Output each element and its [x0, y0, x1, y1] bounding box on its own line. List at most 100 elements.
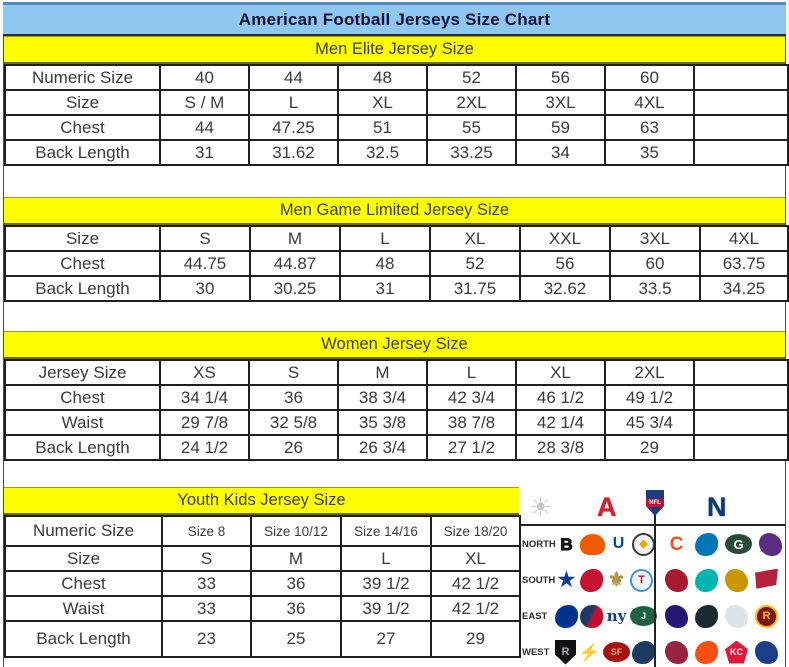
cell: 60 [604, 64, 695, 91]
star-icon: ★ [557, 569, 576, 591]
cell: 36 [250, 595, 342, 622]
afc-north-logos: B U ◆ [555, 532, 655, 556]
falcons-logo-icon [665, 568, 688, 592]
cell: 63.75 [699, 250, 789, 277]
cell: 32.62 [519, 275, 611, 302]
cell: 42 3/4 [426, 384, 517, 411]
cell: 34 1/4 [159, 384, 250, 411]
section-gap [4, 461, 785, 487]
nfl-shield-icon: NFL [646, 490, 664, 516]
table-row: Jersey Size XS S M L XL 2XL [4, 359, 789, 386]
page-title: American Football Jerseys Size Chart [238, 9, 551, 29]
chiefs-kc-letters: KC [730, 646, 743, 657]
afc-south-logos: ★ ⚜ T [555, 568, 655, 592]
dolphins-logo-icon [695, 568, 718, 592]
saints-logo-icon: ⚜ [605, 569, 628, 592]
cell: 31 [159, 139, 250, 166]
cell: XL [429, 225, 521, 252]
section-header-label: Women Jersey Size [321, 335, 468, 353]
division-row-south: SOUTH ★ ⚜ T [519, 562, 785, 598]
broncos-logo-icon [695, 640, 718, 664]
ravens-logo-icon [665, 604, 688, 628]
cell: 29 7/8 [159, 409, 250, 436]
section-header-men-elite: Men Elite Jersey Size [4, 36, 785, 64]
nfl-divisions-panel: ☀ A NFL N NORTH B U ◆ C [519, 487, 785, 667]
cell: 29 [604, 434, 695, 461]
table-row: Numeric Size Size 8 Size 10/12 Size 14/1… [4, 515, 521, 547]
row-label: Chest [4, 250, 161, 277]
colts-logo-icon: U [607, 533, 630, 556]
cell: XL [337, 89, 428, 116]
cell: 35 [604, 139, 695, 166]
table-row: Back Length 24 1/2 26 26 3/4 27 1/2 28 3… [4, 434, 789, 461]
cell: 60 [609, 250, 701, 277]
cell: Size 8 [161, 515, 252, 547]
cell: 44.75 [159, 250, 251, 277]
section-header-label: Youth Kids Jersey Size [177, 491, 346, 509]
cowboys-star-logo-icon: ★ [555, 569, 578, 592]
table-row: Numeric Size 40 44 48 52 56 60 [4, 64, 789, 91]
cell: 52 [426, 64, 517, 91]
cell: S [159, 225, 251, 252]
table-row: Chest 33 36 39 1/2 42 1/2 [4, 570, 521, 597]
section-header-women: Women Jersey Size [4, 331, 785, 359]
raiders-logo-letter: R [561, 645, 570, 658]
cell-empty [693, 64, 789, 91]
49ers-sf-letters: SF [610, 646, 623, 657]
cell: 63 [604, 114, 695, 141]
chiefs-logo-icon: KC [725, 640, 748, 664]
cell: XL [515, 359, 606, 386]
vikings-logo-icon [759, 532, 782, 556]
bottom-row: Youth Kids Jersey Size Numeric Size Size… [4, 487, 785, 667]
cell: 27 [340, 620, 432, 658]
row-label: Chest [4, 384, 161, 411]
cell: 39 1/2 [340, 595, 432, 622]
division-label: EAST [522, 610, 548, 622]
cell: S [248, 359, 339, 386]
nfc-west-logos: KC [665, 640, 778, 664]
row-label: Size [4, 89, 161, 116]
cell: M [250, 545, 342, 572]
cell: 33.5 [609, 275, 701, 302]
men-game-limited-table: Size S M L XL XXL 3XL 4XL Chest 44.75 44… [4, 225, 789, 302]
cell: XL [430, 545, 521, 572]
nfc-east-logos: R [665, 604, 778, 628]
table-row: Waist 29 7/8 32 5/8 35 3/8 38 7/8 42 1/4… [4, 409, 789, 436]
nfc-logo-icon: N [707, 492, 727, 522]
cell: 44 [159, 114, 250, 141]
titans-logo-letter: T [638, 573, 645, 586]
fleur-de-lis-icon: ⚜ [607, 569, 626, 591]
logos-header: ☀ A NFL N [519, 489, 785, 526]
cell: XS [159, 359, 250, 386]
cell: 29 [430, 620, 521, 658]
eagles-logo-icon [725, 604, 748, 628]
cell: 3XL [515, 89, 606, 116]
table-row: Waist 33 36 39 1/2 42 1/2 [4, 595, 521, 622]
cell: 48 [337, 64, 428, 91]
cell: Size 10/12 [250, 515, 342, 547]
bears-logo-letter: C [669, 533, 684, 555]
cell: M [337, 359, 428, 386]
row-label: Waist [4, 595, 163, 622]
redskins-logo-icon: R [755, 604, 778, 628]
cell: 32.5 [337, 139, 428, 166]
cell: 23 [161, 620, 252, 658]
cell: 52 [429, 250, 521, 277]
cell-empty [693, 384, 789, 411]
cell: 4XL [604, 89, 695, 116]
colts-horseshoe-letter: U [612, 535, 625, 552]
cell: L [339, 225, 431, 252]
cell: 34 [515, 139, 606, 166]
cell: 51 [337, 114, 428, 141]
row-label: Jersey Size [4, 359, 161, 386]
cell: 3XL [609, 225, 701, 252]
cell: 32 5/8 [248, 409, 339, 436]
table-row: Chest 44 47.25 51 55 59 63 [4, 114, 789, 141]
section-gap [4, 166, 785, 197]
afc-west-logos: R ⚡ SF [555, 639, 655, 665]
division-label: SOUTH [522, 574, 556, 586]
division-label: WEST [522, 646, 550, 658]
cell: 30.25 [249, 275, 341, 302]
cell: Size 14/16 [340, 515, 432, 547]
row-label: Numeric Size [4, 515, 163, 547]
